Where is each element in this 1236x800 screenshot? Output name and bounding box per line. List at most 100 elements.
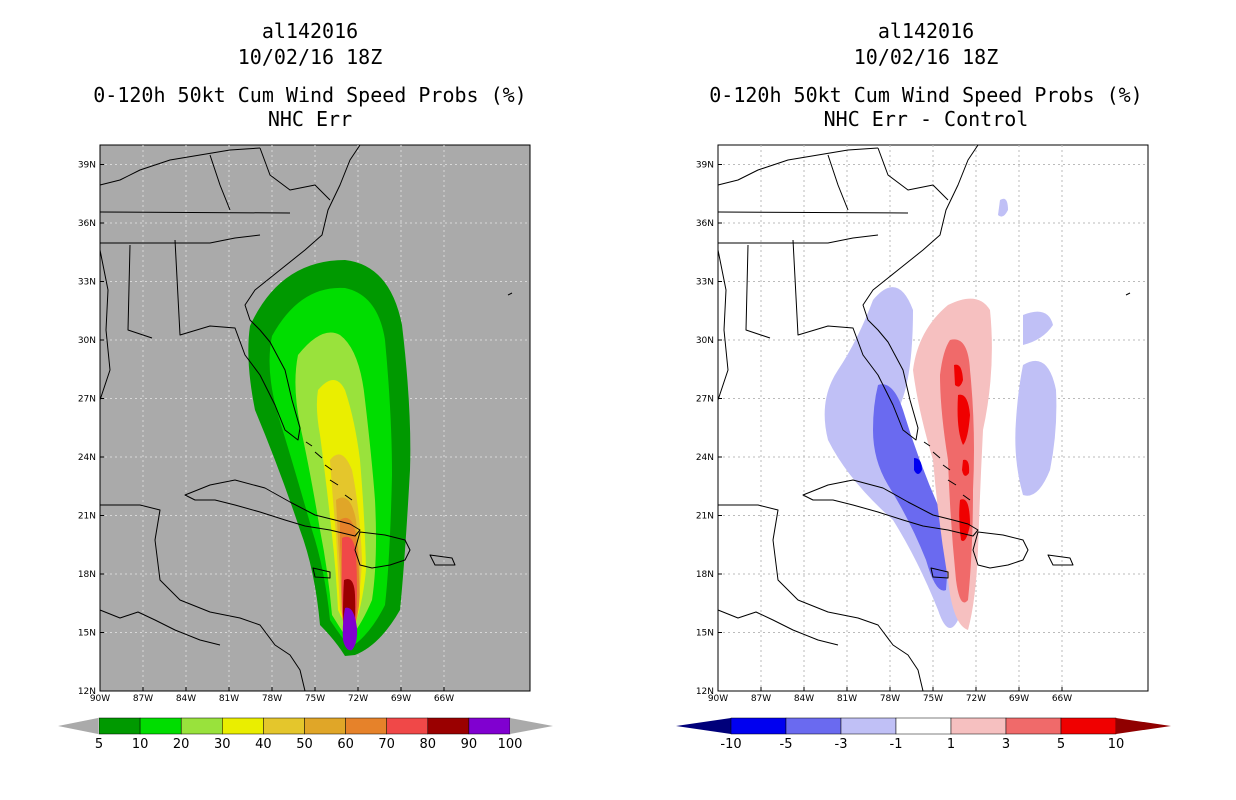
colorbar-swatch [840, 717, 897, 735]
lat-label: 21N [78, 512, 96, 522]
colorbar-swatch [345, 717, 387, 735]
colorbar-label: 20 [172, 737, 190, 752]
colorbar-label: 5 [1056, 737, 1066, 752]
left-grid [100, 145, 530, 691]
colorbar-label: 10 [1107, 737, 1125, 752]
lon-label: 75W [923, 694, 943, 704]
colorbar-label: 50 [296, 737, 313, 752]
lat-label: 33N [696, 278, 714, 288]
left-lon-labels: 90W 87W 84W 81W 78W 75W 72W 69W 66W [90, 687, 454, 704]
left-colorbar-low-arrow [58, 718, 98, 734]
colorbar-label: 10 [131, 737, 149, 752]
lon-label: 78W [880, 694, 900, 704]
colorbar-swatch [386, 717, 429, 735]
lat-label: 18N [78, 570, 96, 580]
colorbar-swatch [1005, 717, 1062, 735]
diff-neg-3 [873, 384, 948, 591]
left-map: 39N 36N 33N 30N 27N 24N 21N 18N 15N 12N 90W 87W 84W… [78, 144, 531, 704]
lat-label: 15N [78, 629, 96, 639]
colorbar-swatch [222, 717, 264, 735]
lat-label: 39N [696, 161, 714, 171]
left-title: al142016 10/02/16 18Z 0-120h 50kt Cum Wi… [20, 18, 600, 132]
lat-label: 15N [696, 629, 714, 639]
lon-label: 84W [794, 694, 814, 704]
colorbar-swatch [180, 717, 223, 735]
lon-label: 66W [434, 694, 454, 704]
lon-label: 90W [708, 694, 728, 704]
left-title-storm-id: al142016 [261, 19, 359, 43]
lat-label: 27N [78, 395, 96, 405]
right-title-date: 10/02/16 18Z [853, 45, 999, 69]
lon-label: 75W [305, 694, 325, 704]
right-colorbar-high-arrow [1116, 718, 1171, 734]
colorbar-label: -5 [779, 737, 793, 752]
colorbar-label: -1 [889, 737, 903, 752]
lon-label: 81W [837, 694, 857, 704]
right-colorbar [676, 717, 1171, 735]
lon-label: 87W [133, 694, 153, 704]
right-lat-labels: 39N 36N 33N 30N 27N 24N 21N 18N 15N 12N [696, 161, 722, 697]
colorbar-swatch [427, 717, 470, 735]
lat-label: 30N [696, 336, 714, 346]
lat-label: 12N [696, 687, 714, 697]
lat-label: 36N [696, 219, 714, 229]
colorbar-label: 100 [497, 737, 523, 752]
lon-label: 72W [348, 694, 368, 704]
left-title-subtitle: NHC Err [267, 107, 353, 131]
right-grid [718, 145, 1148, 691]
colorbar-swatch [730, 717, 787, 735]
lat-label: 39N [78, 161, 96, 171]
lon-label: 72W [966, 694, 986, 704]
colorbar-label: -3 [834, 737, 848, 752]
right-title-storm-id: al142016 [877, 19, 975, 43]
diff-neg-5 [914, 458, 922, 474]
left-colorbar-high-arrow [510, 718, 553, 734]
right-colorbar-low-arrow [676, 718, 731, 734]
right-difference-swath [824, 198, 1057, 630]
colorbar-swatch [468, 717, 511, 735]
colorbar-swatch [785, 717, 842, 735]
lon-label: 87W [751, 694, 771, 704]
diff-neg-1b [1015, 360, 1057, 496]
colorbar-label: 70 [378, 737, 395, 752]
colorbar-swatch [139, 717, 182, 735]
lat-label: 24N [78, 453, 96, 463]
colorbar-label: 60 [337, 737, 354, 752]
colorbar-swatch [895, 717, 952, 735]
lat-label: 12N [78, 687, 96, 697]
lon-label: 66W [1052, 694, 1072, 704]
right-title-subtitle: NHC Err - Control [823, 107, 1029, 131]
colorbar-label: 3 [1001, 737, 1011, 752]
left-lat-labels: 39N 36N 33N 30N 27N 24N 21N 18N 15N 12N [78, 161, 104, 697]
lon-label: 69W [1009, 694, 1029, 704]
lon-label: 69W [391, 694, 411, 704]
lat-label: 24N [696, 453, 714, 463]
colorbar-label: 5 [94, 737, 104, 752]
colorbar-label: 90 [460, 737, 478, 752]
colorbar-label: 30 [214, 737, 231, 752]
right-title: al142016 10/02/16 18Z 0-120h 50kt Cum Wi… [636, 18, 1216, 132]
lon-label: 90W [90, 694, 110, 704]
lat-label: 18N [696, 570, 714, 580]
left-coastlines [99, 144, 513, 692]
colorbar-swatch [98, 717, 141, 735]
right-lon-labels: 90W 87W 84W 81W 78W 75W 72W 69W 66W [708, 687, 1072, 704]
colorbar-label: 80 [419, 737, 437, 752]
lat-label: 33N [78, 278, 96, 288]
lon-label: 84W [176, 694, 196, 704]
left-title-date: 10/02/16 18Z [237, 45, 383, 69]
colorbar-swatch [1060, 717, 1117, 735]
lon-label: 81W [219, 694, 239, 704]
diff-neg-1d [998, 198, 1008, 217]
right-title-product: 0-120h 50kt Cum Wind Speed Probs (%) [709, 83, 1143, 107]
colorbar-swatch [950, 717, 1007, 735]
lat-label: 21N [696, 512, 714, 522]
lat-label: 27N [696, 395, 714, 405]
left-colorbar [58, 717, 553, 735]
colorbar-swatch [304, 717, 346, 735]
diff-pos-5 [954, 364, 970, 541]
lon-label: 78W [262, 694, 282, 704]
left-probability-swath [248, 260, 411, 656]
colorbar-swatch [263, 717, 305, 735]
diff-neg-1c [1023, 311, 1053, 345]
